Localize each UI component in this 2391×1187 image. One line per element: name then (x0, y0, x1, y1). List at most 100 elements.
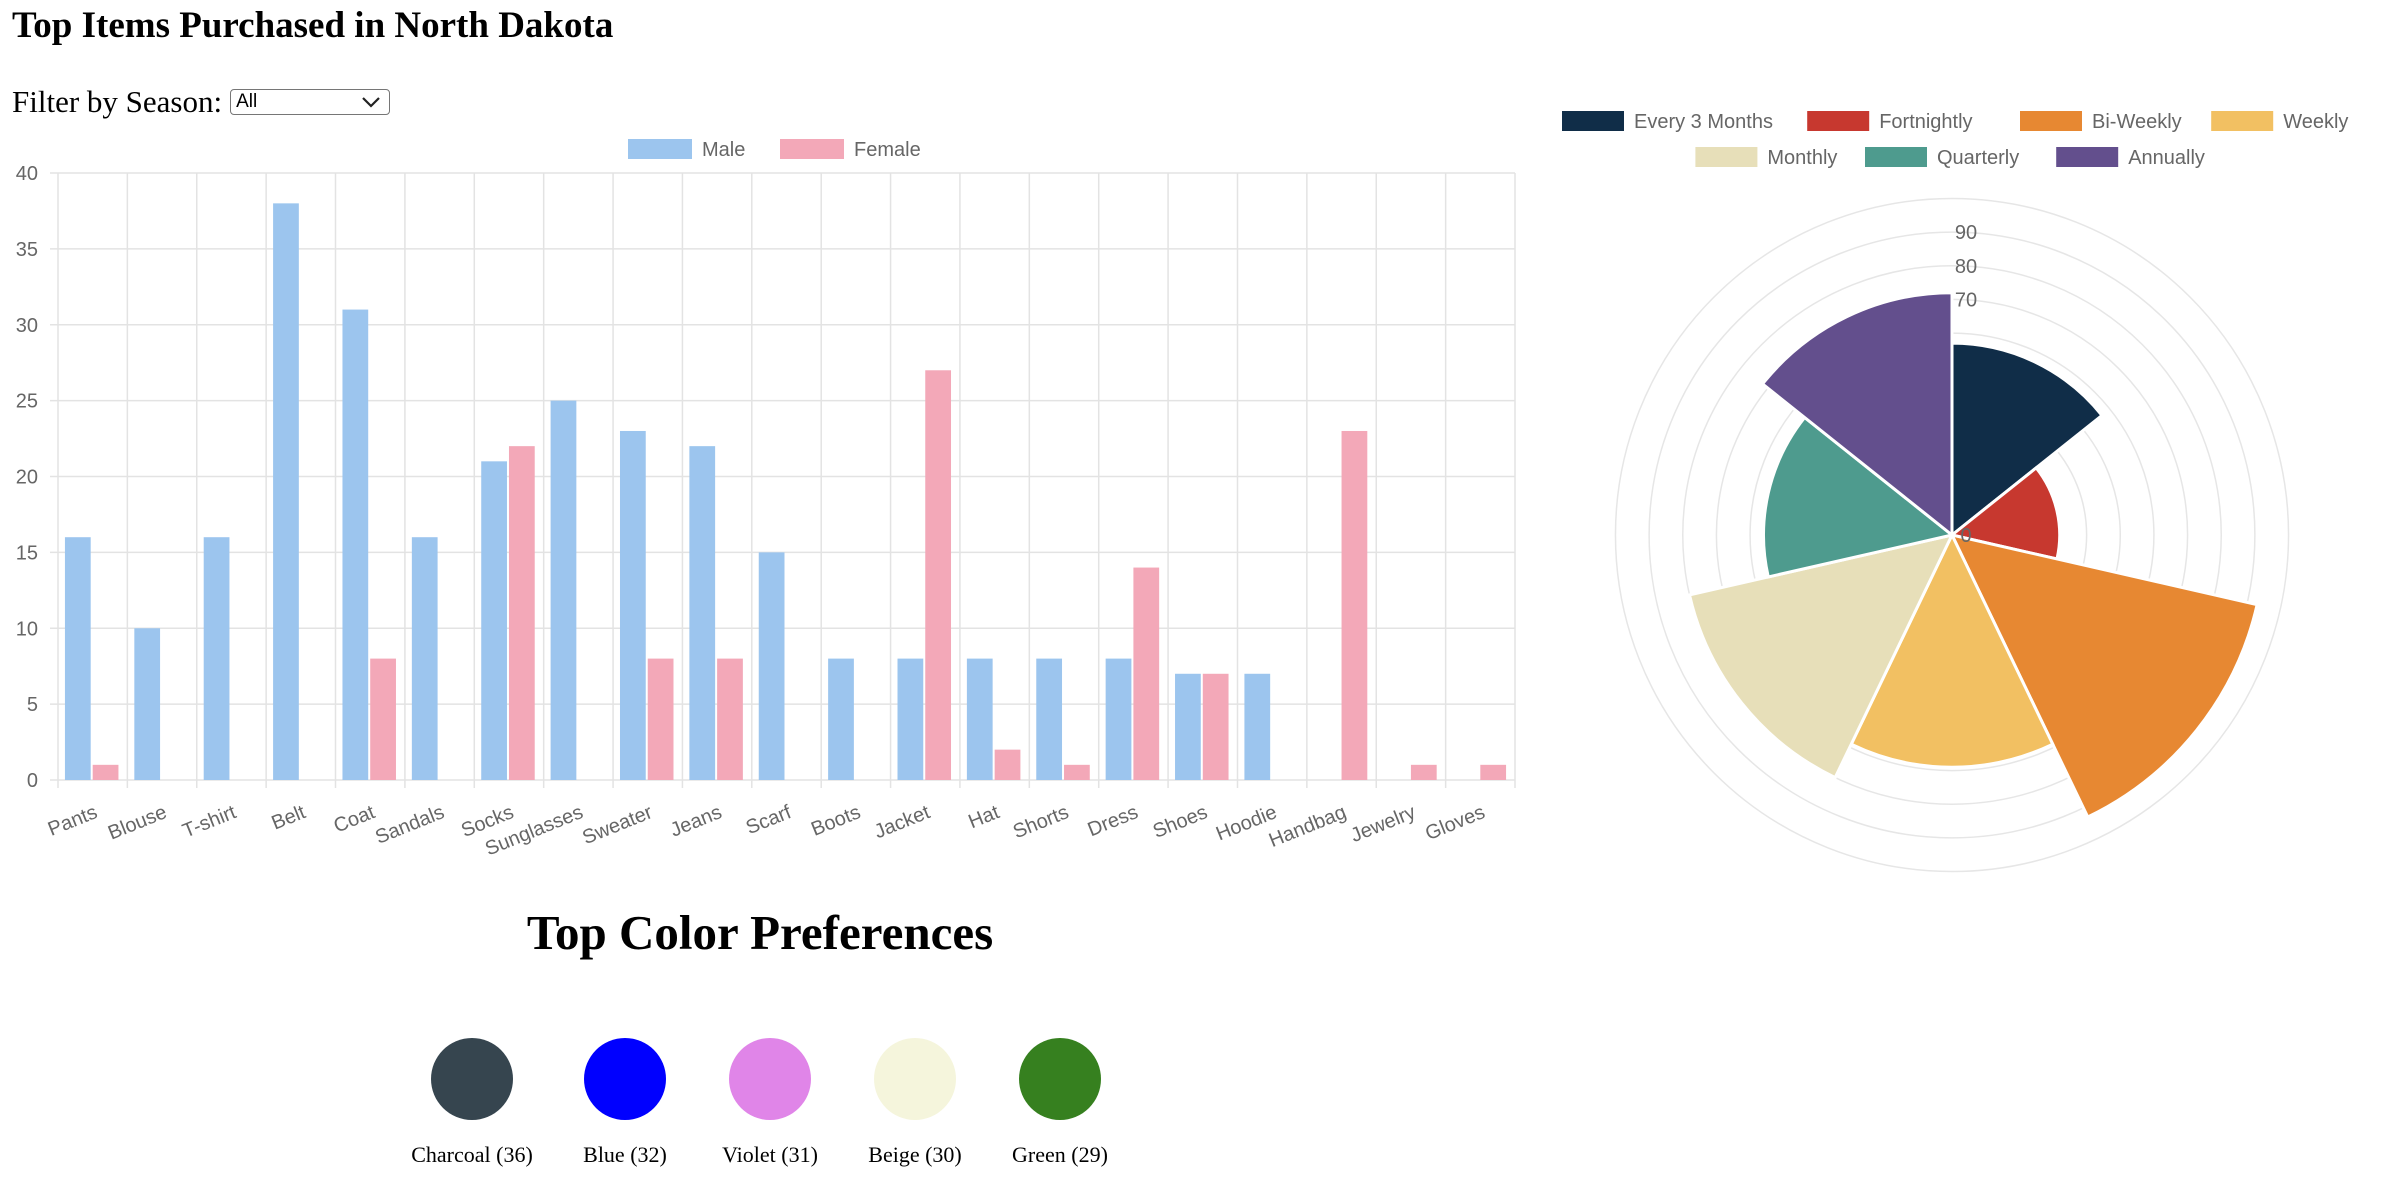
x-tick-label: T-shirt (180, 801, 240, 842)
bar-female (717, 658, 743, 780)
x-tick-label: Handbag (1266, 801, 1350, 852)
color-swatch-label: Violet (31) (722, 1142, 818, 1167)
legend-swatch (1562, 111, 1624, 131)
x-tick-label: Boots (808, 801, 864, 841)
bar-female (370, 658, 396, 780)
bar-male (64, 537, 91, 780)
bar-male (134, 628, 161, 780)
bar-female (1341, 430, 1368, 780)
x-tick-label: Jewelry (1348, 801, 1419, 847)
polar-segment-every-3-months (1950, 341, 2105, 539)
r-tick-label: 90 (1955, 222, 1977, 244)
polar-segment-bi-weekly (1949, 532, 2259, 819)
bar-female (994, 749, 1021, 780)
bar-male (203, 537, 230, 780)
r-tick-label: 0 (1960, 525, 1971, 547)
legend-swatch (2211, 111, 2274, 131)
bar-female (92, 764, 119, 780)
bar-male (1105, 658, 1132, 780)
legend-swatch (2020, 111, 2082, 131)
polar-segment-weekly (1849, 531, 2055, 769)
legend-label-male: Male (702, 139, 745, 161)
y-tick-label: 15 (16, 542, 38, 564)
polar-segment-monthly (1687, 532, 1955, 780)
color-swatch-label: Charcoal (36) (411, 1142, 533, 1167)
season-select-value: All (236, 91, 258, 112)
color-swatch-label: Beige (30) (868, 1142, 962, 1167)
legend-swatch (2056, 147, 2119, 167)
polar-segment-quarterly (1762, 415, 1956, 579)
bar-female (1133, 567, 1160, 780)
x-tick-label: Shoes (1150, 801, 1211, 843)
x-tick-label: Jeans (667, 801, 725, 841)
color-swatch-label: Green (29) (1012, 1142, 1108, 1167)
bar-male (619, 430, 646, 780)
y-tick-label: 0 (27, 770, 38, 792)
x-tick-label: Hat (965, 801, 1003, 833)
legend-label: Every 3 Months (1634, 111, 1773, 133)
legend-swatch-male (628, 139, 692, 159)
y-tick-label: 40 (16, 163, 38, 185)
r-tick-label: 80 (1955, 256, 1977, 278)
x-tick-label: Sweater (579, 801, 656, 849)
bar-male (828, 658, 854, 780)
bar-female (1202, 673, 1229, 780)
x-tick-label: Sandals (372, 801, 447, 848)
x-tick-label: Jacket (871, 801, 933, 843)
y-tick-label: 30 (16, 315, 38, 337)
polar-segment-fortnightly (1948, 465, 2062, 561)
bar-male (966, 658, 993, 780)
bar-male (342, 309, 369, 780)
radial-gridline (1648, 231, 2256, 839)
legend-swatch (1695, 147, 1758, 167)
legend-swatch (1865, 147, 1927, 167)
items-bar-chart: 0 5 10 15 20 25 30 35 40 Pants Blouse T-shirt Belt Co… (16, 139, 1516, 860)
legend-label: Bi-Weekly (2092, 111, 2182, 133)
bar-male (897, 658, 924, 780)
bar-female (925, 370, 952, 780)
bar-female (1410, 764, 1437, 780)
legend-label: Quarterly (1937, 147, 2019, 169)
x-tick-label: Coat (331, 801, 379, 837)
chevron-down-icon (362, 97, 380, 108)
polar-segment-annually (1760, 291, 1954, 539)
x-tick-label: Blouse (105, 801, 170, 844)
y-tick-label: 20 (16, 467, 38, 489)
color-swatch (1019, 1038, 1101, 1120)
bar-male (1175, 673, 1201, 780)
bar-male (1244, 673, 1271, 780)
x-tick-label: Pants (45, 801, 101, 841)
radial-gridline (1614, 197, 2290, 873)
color-swatch-label: Blue (32) (583, 1142, 667, 1167)
x-tick-label: Belt (269, 801, 310, 834)
bar-female (508, 446, 535, 780)
color-preferences-title: Top Color Preferences (526, 905, 994, 960)
legend-label: Fortnightly (1879, 111, 1972, 133)
legend-swatch-female (780, 139, 844, 159)
legend-label: Annually (2128, 147, 2205, 169)
bar-female (1480, 764, 1507, 780)
x-tick-label: Dress (1085, 801, 1142, 841)
y-tick-label: 25 (16, 391, 38, 413)
season-select[interactable]: All (230, 89, 391, 115)
y-tick-label: 35 (16, 239, 38, 261)
color-swatch (729, 1038, 811, 1120)
season-filter: Filter by Season: All (12, 84, 391, 120)
bar-male (550, 400, 577, 780)
r-tick-label: 70 (1955, 289, 1977, 311)
x-tick-label: Gloves (1422, 801, 1488, 845)
bar-male (273, 203, 299, 781)
legend-label-female: Female (854, 139, 921, 161)
y-tick-label: 10 (16, 618, 38, 640)
color-swatch (874, 1038, 956, 1120)
y-tick-label: 5 (27, 694, 38, 716)
bar-male (1036, 658, 1063, 780)
x-tick-label: Scarf (743, 801, 795, 839)
legend-label: Weekly (2283, 111, 2348, 133)
x-tick-label: Shorts (1010, 801, 1072, 843)
bar-male (481, 461, 507, 780)
page-title: Top Items Purchased in North Dakota (12, 5, 614, 46)
bar-female (647, 658, 674, 780)
color-swatch (431, 1038, 513, 1120)
bar-male (758, 552, 785, 780)
